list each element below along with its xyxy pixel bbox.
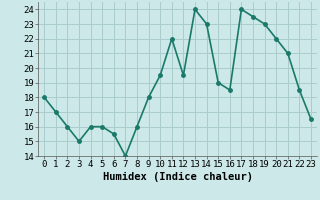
X-axis label: Humidex (Indice chaleur): Humidex (Indice chaleur)	[103, 172, 252, 182]
